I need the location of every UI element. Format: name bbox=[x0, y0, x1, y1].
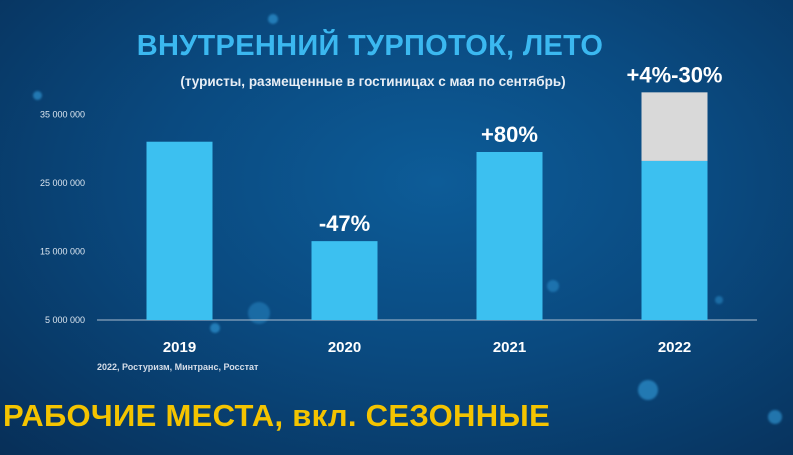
y-tick-label: 35 000 000 bbox=[40, 109, 85, 119]
y-tick-label: 15 000 000 bbox=[40, 246, 85, 256]
decor-dot bbox=[268, 14, 278, 24]
y-tick-label: 25 000 000 bbox=[40, 178, 85, 188]
chart-subtitle: (туристы, размещенные в гостиницах с мая… bbox=[180, 74, 566, 89]
decor-dot bbox=[715, 296, 723, 304]
decor-dot bbox=[638, 380, 658, 400]
x-tick-label: 2019 bbox=[163, 339, 196, 356]
y-tick-label: 5 000 000 bbox=[45, 315, 85, 325]
section-heading: РАБОЧИЕ МЕСТА, вкл. СЕЗОННЫЕ bbox=[3, 398, 551, 433]
bar-range-segment bbox=[641, 92, 708, 161]
change-label: -47% bbox=[319, 211, 370, 236]
x-tick-label: 2021 bbox=[493, 339, 526, 356]
decor-dot bbox=[547, 280, 559, 292]
decor-dot bbox=[210, 323, 220, 333]
x-tick-label: 2020 bbox=[328, 339, 361, 356]
bar bbox=[311, 241, 378, 320]
decor-dot bbox=[33, 91, 42, 100]
bar bbox=[476, 152, 543, 320]
change-label: +4%-30% bbox=[626, 62, 722, 87]
bar bbox=[146, 141, 213, 320]
decor-dot bbox=[248, 302, 270, 324]
chart-title: ВНУТРЕННИЙ ТУРПОТОК, ЛЕТО bbox=[136, 30, 604, 62]
bar bbox=[641, 160, 708, 320]
x-tick-label: 2022 bbox=[658, 339, 691, 356]
change-label: +80% bbox=[481, 122, 538, 147]
source-note: 2022, Ростуризм, Минтранс, Росстат bbox=[97, 362, 259, 372]
decor-dot bbox=[768, 410, 782, 424]
